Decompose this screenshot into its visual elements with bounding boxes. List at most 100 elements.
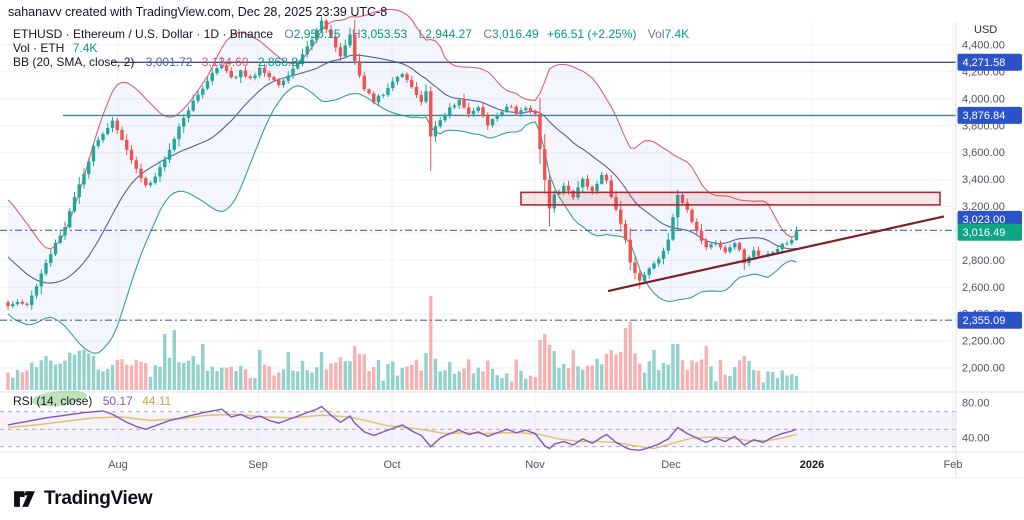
candle-body xyxy=(381,94,385,96)
candle-body xyxy=(524,108,528,111)
candle-body xyxy=(728,247,732,252)
candle-body xyxy=(595,183,599,191)
rsi-tick-40[interactable]: 40.00 xyxy=(962,433,990,445)
candle-body xyxy=(39,273,43,287)
candle-body xyxy=(49,254,53,263)
price-tick-2600[interactable]: 2,600.00 xyxy=(962,282,1005,294)
ascending-trendline[interactable] xyxy=(607,215,945,293)
candle-body xyxy=(96,140,100,146)
volume-bar xyxy=(49,360,53,390)
volume-bar xyxy=(30,362,34,390)
volume-bar xyxy=(500,378,504,390)
candle-body xyxy=(177,126,181,140)
time-tick-Dec[interactable]: Dec xyxy=(661,459,681,471)
candle-body xyxy=(87,161,91,174)
candle-body xyxy=(785,243,789,245)
candle-body xyxy=(144,178,148,186)
volume-bar xyxy=(215,371,219,390)
candle-body xyxy=(248,76,252,79)
volume-bar xyxy=(315,367,319,390)
candle-body xyxy=(652,263,656,269)
volume-bar xyxy=(172,330,176,390)
price-badge-2,355.09 xyxy=(957,311,1022,329)
tradingview-logo[interactable]: TradingView xyxy=(12,486,153,511)
volume-bar xyxy=(372,367,376,390)
volume-bar xyxy=(443,370,447,390)
volume-bar xyxy=(433,358,438,390)
candle-body xyxy=(505,106,509,112)
price-tick-3200[interactable]: 3,200.00 xyxy=(962,201,1005,213)
price-tick-3400[interactable]: 3,400.00 xyxy=(962,174,1005,186)
volume-bar xyxy=(761,382,765,390)
candle-body xyxy=(562,185,566,192)
volume-bar xyxy=(129,365,134,390)
volume-bar xyxy=(234,371,238,390)
supply-zone-rectangle[interactable] xyxy=(520,191,941,206)
candle-body xyxy=(486,114,490,126)
volume-bar xyxy=(424,353,428,390)
price-tick-3600[interactable]: 3,600.00 xyxy=(962,147,1005,159)
volume-bar xyxy=(524,378,528,390)
currency-label[interactable]: USD xyxy=(974,24,997,36)
candle-body xyxy=(167,149,172,160)
candle-body xyxy=(106,127,110,135)
candle-body xyxy=(600,174,604,184)
candle-body xyxy=(277,80,281,86)
candle-body xyxy=(11,304,15,307)
volume-bar xyxy=(756,370,761,390)
rsi-tick-80[interactable]: 80.00 xyxy=(962,398,990,410)
price-badge-3,016.49 xyxy=(957,223,1022,241)
candle-body xyxy=(281,80,286,86)
volume-bar xyxy=(538,340,542,390)
candle-body xyxy=(63,227,67,236)
candle-body xyxy=(305,46,309,55)
volume-bar xyxy=(448,361,452,390)
volume-bar xyxy=(87,353,91,390)
candle-body xyxy=(647,268,651,275)
candle-body xyxy=(286,75,290,81)
candle-body xyxy=(481,107,485,115)
time-tick-2026[interactable]: 2026 xyxy=(800,459,824,471)
candle-body xyxy=(243,70,248,77)
volume-bar xyxy=(547,344,552,390)
price-tick-2000[interactable]: 2,000.00 xyxy=(962,363,1005,375)
candle-body xyxy=(514,106,518,114)
volume-bar xyxy=(310,372,314,390)
candle-body xyxy=(234,77,238,79)
volume-bar xyxy=(585,365,590,390)
candle-body xyxy=(509,106,514,108)
candle-body xyxy=(490,118,495,126)
candle-body xyxy=(671,217,675,240)
price-tick-4400[interactable]: 4,400.00 xyxy=(962,40,1005,52)
candle-body xyxy=(224,65,229,71)
volume-bar xyxy=(395,375,400,390)
volume-bar xyxy=(552,350,556,390)
time-tick-Nov[interactable]: Nov xyxy=(525,459,545,471)
candle-body xyxy=(429,91,433,137)
volume-bar xyxy=(566,368,571,390)
price-badge-text: 3,876.84 xyxy=(963,110,1006,122)
time-tick-Feb[interactable]: Feb xyxy=(944,459,963,471)
price-badge-4,271.58 xyxy=(957,53,1022,71)
price-tick-4000[interactable]: 4,000.00 xyxy=(962,93,1005,105)
candle-body xyxy=(733,243,737,248)
price-tick-2800[interactable]: 2,800.00 xyxy=(962,255,1005,267)
candle-body xyxy=(324,20,328,30)
volume-bar xyxy=(452,373,457,390)
time-tick-Aug[interactable]: Aug xyxy=(108,459,128,471)
price-tick-2200[interactable]: 2,200.00 xyxy=(962,336,1005,348)
time-tick-Oct[interactable]: Oct xyxy=(383,459,400,471)
volume-bar xyxy=(671,344,675,390)
volume-bar xyxy=(191,355,195,390)
candle-body xyxy=(571,190,575,198)
candle-body xyxy=(220,65,224,69)
time-tick-Sep[interactable]: Sep xyxy=(248,459,268,471)
candle-body xyxy=(300,54,305,62)
volume-bar xyxy=(272,375,276,390)
candle-body xyxy=(296,61,300,69)
candle-body xyxy=(628,239,632,263)
candle-body xyxy=(790,240,794,244)
volume-bar xyxy=(15,369,20,390)
